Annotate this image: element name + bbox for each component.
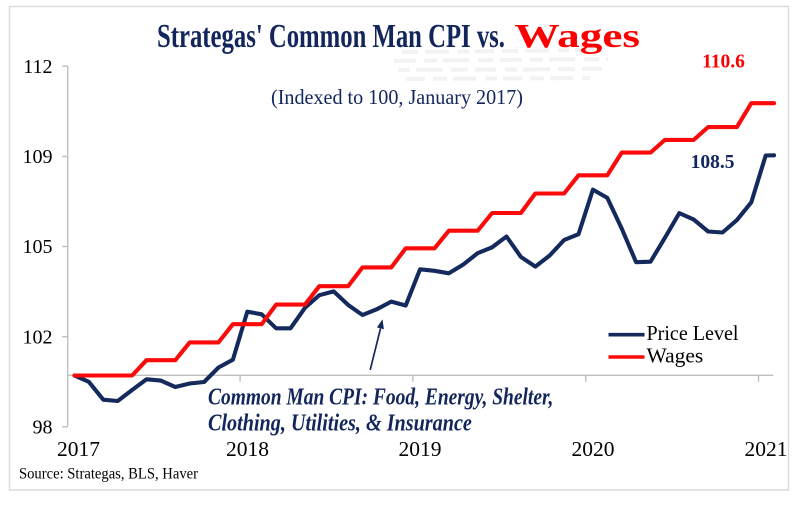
- svg-text:Strategas' Common Man CPI vs.: Strategas' Common Man CPI vs.: [157, 18, 505, 55]
- svg-text:Common Man CPI: Food, Energy,: Common Man CPI: Food, Energy, Shelter,: [208, 384, 553, 410]
- svg-text:Wages: Wages: [515, 16, 640, 54]
- svg-text:112: 112: [23, 56, 52, 78]
- svg-text:110.6: 110.6: [702, 52, 745, 73]
- svg-text:108.5: 108.5: [691, 152, 735, 173]
- svg-text:(Indexed to 100, January 2017): (Indexed to 100, January 2017): [271, 85, 523, 109]
- svg-text:2017: 2017: [57, 437, 100, 461]
- svg-text:105: 105: [23, 236, 53, 258]
- svg-text:2020: 2020: [572, 437, 615, 461]
- svg-text:2019: 2019: [399, 437, 442, 461]
- svg-text:102: 102: [23, 326, 53, 348]
- svg-text:2021: 2021: [745, 437, 788, 461]
- svg-text:Price Level: Price Level: [647, 321, 739, 345]
- svg-text:Clothing, Utilities, & Insuran: Clothing, Utilities, & Insurance: [208, 409, 472, 436]
- svg-text:98: 98: [33, 416, 53, 438]
- svg-text:Wages: Wages: [647, 344, 704, 368]
- svg-text:109: 109: [23, 146, 53, 168]
- svg-text:Source: Strategas, BLS, Haver: Source: Strategas, BLS, Haver: [19, 466, 199, 483]
- svg-text:2018: 2018: [226, 437, 269, 461]
